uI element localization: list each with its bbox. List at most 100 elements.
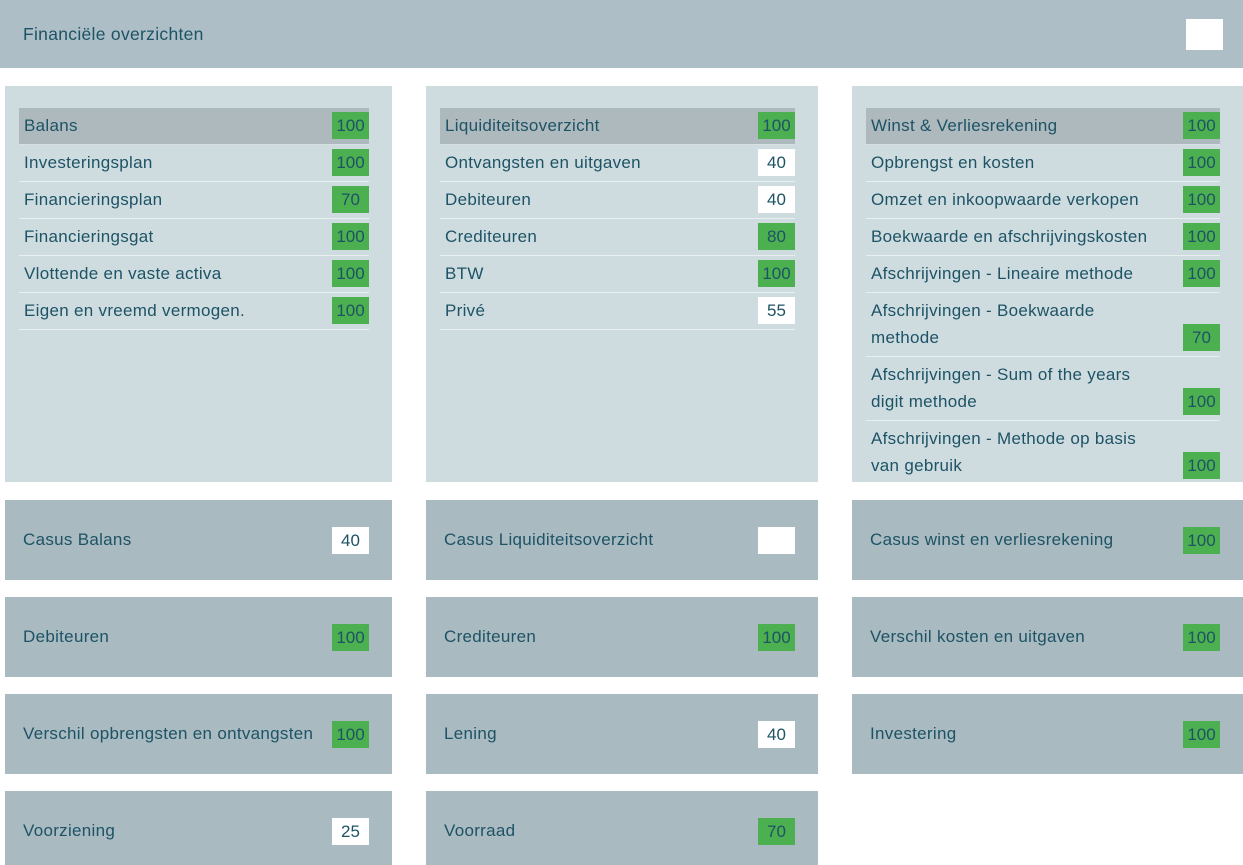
topic-item-row[interactable]: Afschrijvingen - Methode op basis van ge… [866,421,1220,485]
topic-item-row[interactable]: Financieringsplan 70 [19,182,369,219]
score-badge: 100 [332,223,369,250]
score-badge: 100 [1183,223,1220,250]
topic-item-label: Winst & Verliesrekening [871,116,1058,135]
topic-item-row[interactable]: Winst & Verliesrekening 100 [866,108,1220,145]
header-blank-button[interactable] [1186,18,1223,50]
topic-item-row[interactable]: Afschrijvingen - Lineaire methode 100 [866,256,1220,293]
topic-item-label: Investeringsplan [24,153,153,172]
topic-tile[interactable]: Voorraad 70 [426,791,818,865]
score-badge: 70 [332,186,369,213]
topic-item-label: Afschrijvingen - Methode op basis van ge… [871,429,1137,475]
score-badge: 100 [332,260,369,287]
tile-label: Casus Liquiditeitsoverzicht [444,530,654,549]
tile-label: Investering [870,724,957,743]
score-badge [758,526,795,554]
topic-tile[interactable]: Voorziening 25 [5,791,392,865]
score-badge: 25 [332,817,369,845]
score-badge: 100 [332,297,369,324]
topic-item-row[interactable]: Crediteuren 80 [440,219,795,256]
topic-tile[interactable]: Verschil kosten en uitgaven 100 [852,597,1243,677]
tiles-row-4: Voorziening 25 Voorraad 70 [5,791,1243,865]
topic-item-label: Privé [445,301,486,320]
topic-item-row[interactable]: Balans 100 [19,108,369,145]
score-badge: 100 [758,260,795,287]
score-badge: 100 [332,623,369,651]
topic-item-label: Financieringsplan [24,190,163,209]
topic-item-row[interactable]: Boekwaarde en afschrijvingskosten 100 [866,219,1220,256]
topic-tile[interactable]: Casus winst en verliesrekening 100 [852,500,1243,580]
topic-tile[interactable]: Verschil opbrengsten en ontvangsten 100 [5,694,392,774]
topic-card-list: Balans 100 Investeringsplan 100 Financiering… [19,108,369,330]
score-badge: 100 [1183,452,1220,479]
topic-item-row[interactable]: Afschrijvingen - Sum of the years digit … [866,357,1220,421]
topic-cards-row: Balans 100 Investeringsplan 100 Financiering… [5,86,1243,485]
topic-item-label: Ontvangsten en uitgaven [445,153,641,172]
tile-label: Voorziening [23,821,116,840]
topic-item-row[interactable]: Omzet en inkoopwaarde verkopen 100 [866,182,1220,219]
topic-item-label: Omzet en inkoopwaarde verkopen [871,190,1139,209]
score-badge: 100 [758,623,795,651]
topic-item-label: Boekwaarde en afschrijvingskosten [871,227,1148,246]
tile-label: Verschil opbrengsten en ontvangsten [23,724,314,743]
topic-item-label: BTW [445,264,484,283]
topic-tile[interactable]: Investering 100 [852,694,1243,774]
topic-item-label: Debiteuren [445,190,532,209]
score-badge: 70 [1183,324,1220,351]
tiles-row-3: Verschil opbrengsten en ontvangsten 100 Le… [5,694,1243,774]
topic-item-row[interactable]: Vlottende en vaste activa 100 [19,256,369,293]
score-badge: 40 [758,186,795,213]
topic-item-row[interactable]: Debiteuren 40 [440,182,795,219]
tile-label: Casus winst en verliesrekening [870,530,1114,549]
topic-card-list: Winst & Verliesrekening 100 Opbrengst en k… [866,108,1220,485]
topic-item-row[interactable]: Eigen en vreemd vermogen. 100 [19,293,369,330]
topic-item-row[interactable]: Afschrijvingen - Boekwaarde methode 70 [866,293,1220,357]
topic-item-label: Balans [24,116,78,135]
tile-label: Verschil kosten en uitgaven [870,627,1086,646]
topic-item-row[interactable]: BTW 100 [440,256,795,293]
score-badge: 100 [1183,526,1220,554]
score-badge: 100 [1183,260,1220,287]
topic-item-row[interactable]: Privé 55 [440,293,795,330]
topic-item-row[interactable]: Financieringsgat 100 [19,219,369,256]
topic-tile[interactable]: Debiteuren 100 [5,597,392,677]
tile-label: Crediteuren [444,627,537,646]
topic-item-row[interactable]: Ontvangsten en uitgaven 40 [440,145,795,182]
topic-card-winst-verliesrekening: Winst & Verliesrekening 100 Opbrengst en k… [852,86,1243,485]
tile-label: Debiteuren [23,627,110,646]
page-header: Financiële overzichten [0,0,1243,68]
score-badge: 100 [1183,623,1220,651]
score-badge: 40 [758,149,795,176]
topic-item-label: Crediteuren [445,227,538,246]
tile-label: Casus Balans [23,530,132,549]
topic-item-row[interactable]: Opbrengst en kosten 100 [866,145,1220,182]
topic-item-label: Opbrengst en kosten [871,153,1035,172]
topic-item-label: Afschrijvingen - Boekwaarde methode [871,301,1095,347]
score-badge: 40 [332,526,369,554]
topic-item-row[interactable]: Liquiditeitsoverzicht 100 [440,108,795,145]
topic-item-label: Vlottende en vaste activa [24,264,222,283]
score-badge: 100 [1183,720,1220,748]
topic-item-label: Eigen en vreemd vermogen. [24,301,246,320]
topic-item-label: Liquiditeitsoverzicht [445,116,600,135]
score-badge: 100 [1183,388,1220,415]
topic-card-list: Liquiditeitsoverzicht 100 Ontvangsten en u… [440,108,795,330]
topic-item-label: Afschrijvingen - Lineaire methode [871,264,1134,283]
score-badge: 55 [758,297,795,324]
score-badge: 100 [332,149,369,176]
topic-tile[interactable]: Casus Balans 40 [5,500,392,580]
page-title: Financiële overzichten [23,23,204,44]
topic-item-label: Afschrijvingen - Sum of the years digit … [871,365,1131,411]
score-badge: 100 [332,112,369,139]
topic-item-row[interactable]: Investeringsplan 100 [19,145,369,182]
score-badge: 100 [1183,112,1220,139]
topic-tile[interactable]: Lening 40 [426,694,818,774]
tiles-row-1: Casus Balans 40 Casus Liquiditeitsoverzich… [5,500,1243,580]
topic-item-label: Financieringsgat [24,227,154,246]
topic-tile[interactable]: Crediteuren 100 [426,597,818,677]
tile-label: Lening [444,724,497,743]
score-badge: 40 [758,720,795,748]
topic-card-liquiditeitsoverzicht: Liquiditeitsoverzicht 100 Ontvangsten en u… [426,86,818,482]
score-badge: 70 [758,817,795,845]
tile-label: Voorraad [444,821,516,840]
topic-tile[interactable]: Casus Liquiditeitsoverzicht [426,500,818,580]
